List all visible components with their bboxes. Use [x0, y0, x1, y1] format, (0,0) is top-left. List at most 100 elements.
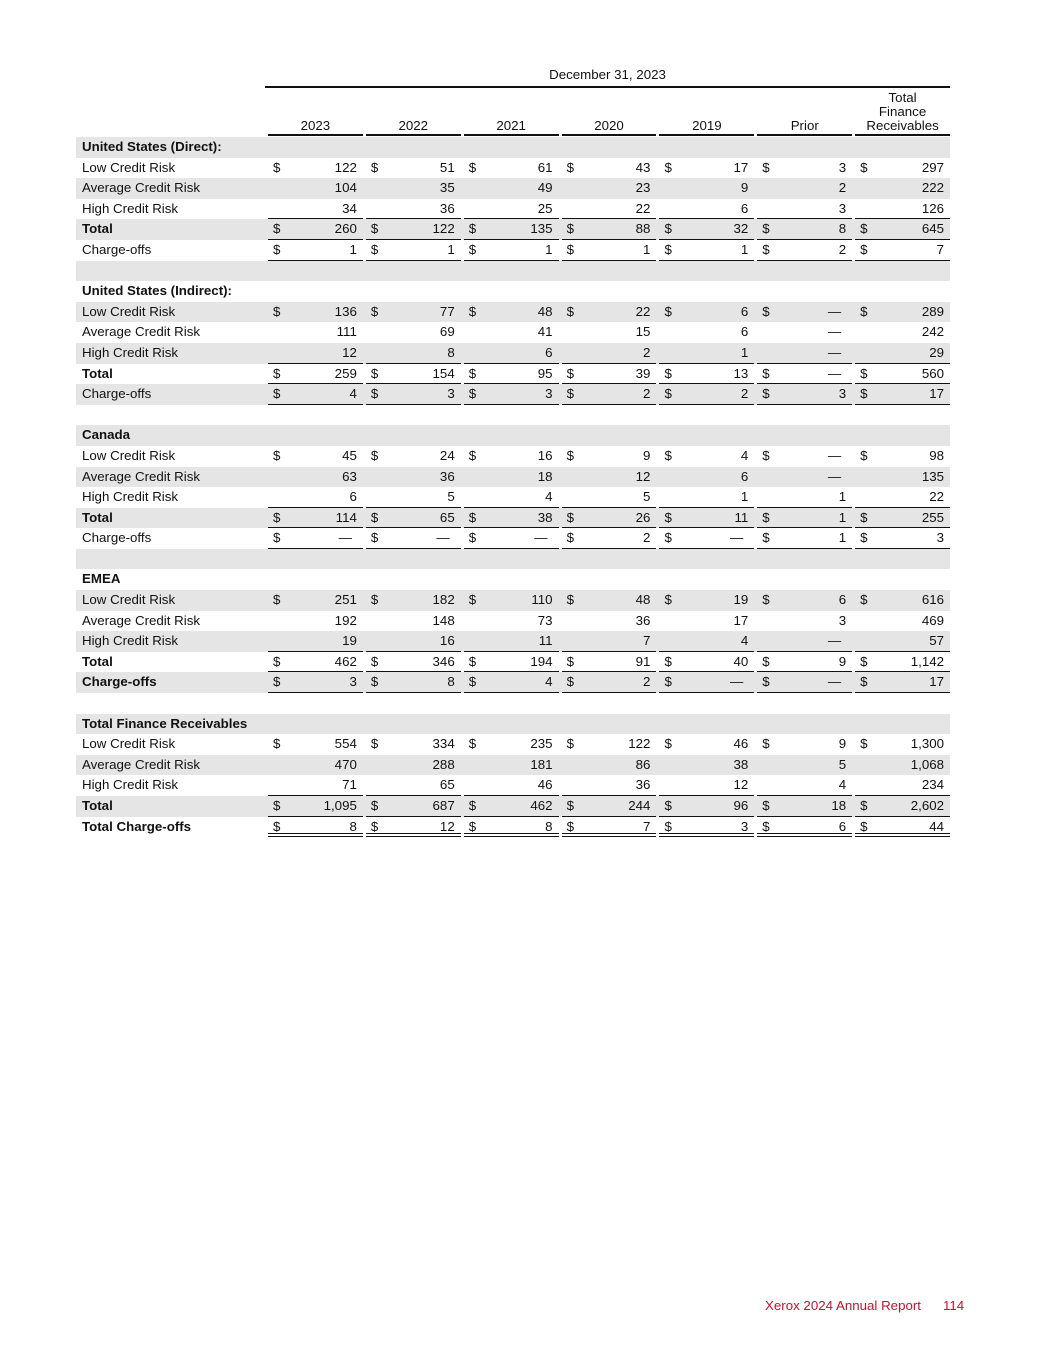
row-label: [76, 693, 265, 714]
value-cell: 35: [366, 178, 461, 199]
currency-symbol: $: [468, 798, 477, 813]
value-cell: $122: [268, 158, 363, 179]
value-cell: 25: [463, 199, 559, 220]
cell-value: 1: [643, 241, 651, 257]
cell-value: 1,095: [323, 798, 357, 813]
currency-symbol: $: [860, 674, 868, 690]
value-cell: $2: [561, 384, 657, 405]
value-cell: 36: [561, 775, 657, 796]
cell-value: 1: [838, 530, 847, 546]
cell-value: 44: [929, 818, 945, 834]
value-cell: [562, 281, 657, 302]
currency-symbol: $: [762, 447, 770, 463]
currency-symbol: $: [664, 798, 672, 813]
cell-value: —: [338, 530, 352, 546]
value-cell: [464, 714, 559, 735]
table-row: Charge-offs $1 $1 $1 $1 $1 $2 $7: [76, 240, 951, 261]
currency-symbol: $: [664, 674, 672, 690]
value-cell: $7: [855, 240, 951, 261]
cell-value: 122: [334, 159, 357, 175]
currency-symbol: $: [273, 818, 281, 834]
value-cell: 7: [561, 631, 657, 652]
cell-value: 34: [342, 200, 357, 216]
currency-symbol: $: [860, 509, 868, 525]
value-cell: [562, 549, 657, 570]
value-cell: 19: [268, 631, 363, 652]
value-cell: [464, 137, 559, 158]
value-cell: —: [757, 343, 853, 364]
cell-value: 91: [635, 653, 651, 669]
value-cell: [464, 549, 559, 570]
value-cell: $61: [464, 158, 559, 179]
value-cell: $26: [561, 508, 657, 529]
value-cell: [855, 569, 950, 590]
currency-symbol: $: [860, 365, 868, 381]
value-cell: $251: [268, 590, 363, 611]
value-cell: [268, 569, 363, 590]
value-cell: $17: [855, 384, 951, 405]
cell-value: 2: [838, 180, 847, 196]
currency-symbol: $: [860, 303, 868, 319]
value-cell: $32: [659, 219, 755, 240]
value-cell: $136: [268, 302, 363, 323]
cell-value: 1: [349, 241, 357, 257]
value-cell: 23: [562, 178, 657, 199]
table-row: Total $462 $346 $194 $91 $40 $9 $1,142: [76, 652, 951, 673]
cell-value: 32: [733, 221, 749, 237]
cell-value: 18: [831, 798, 847, 813]
table-row: Average Credit Risk 470 288 181 86 38 5 1,068: [76, 754, 950, 776]
value-cell: 57: [855, 631, 951, 652]
value-cell: $96: [659, 796, 755, 817]
value-cell: $8: [757, 219, 853, 240]
value-cell: $ —: [757, 302, 852, 323]
cell-value: 2: [643, 386, 651, 402]
value-cell: $8: [463, 817, 559, 838]
cell-value: 9: [838, 653, 847, 669]
value-cell: [268, 693, 363, 714]
cell-value: 469: [921, 612, 945, 628]
value-cell: $4: [659, 446, 754, 467]
cell-value: 25: [537, 200, 553, 216]
value-cell: $98: [855, 446, 950, 467]
row-label: Low Credit Risk: [82, 592, 176, 608]
value-cell: $43: [562, 158, 657, 179]
value-cell: [464, 405, 559, 426]
row-label: High Credit Risk: [82, 777, 179, 793]
currency-symbol: $: [273, 592, 281, 608]
cell-value: 26: [635, 509, 651, 525]
value-cell: $ —: [659, 672, 755, 694]
cell-value: 192: [334, 612, 357, 628]
currency-symbol: $: [273, 653, 281, 669]
cell-value: 3: [545, 386, 553, 402]
cell-value: 86: [635, 756, 651, 772]
value-cell: [855, 405, 950, 426]
row-label: Total Charge-offs: [82, 818, 192, 834]
value-cell: 135: [855, 467, 950, 488]
value-cell: [366, 137, 461, 158]
value-cell: [366, 281, 461, 302]
cell-value: 45: [342, 447, 357, 463]
cell-value: 69: [439, 324, 455, 340]
cell-value: 135: [921, 468, 945, 484]
cell-value: 36: [635, 612, 651, 628]
cell-value: —: [730, 530, 744, 546]
value-cell: [757, 137, 852, 158]
row-label: Low Credit Risk: [82, 303, 176, 319]
currency-symbol: $: [370, 653, 379, 669]
value-cell: [757, 405, 852, 426]
value-cell: $1: [561, 240, 657, 261]
value-cell: [366, 569, 461, 590]
cell-value: 96: [733, 798, 749, 813]
currency-symbol: $: [664, 303, 672, 319]
value-cell: 15: [562, 322, 657, 343]
cell-value: —: [436, 530, 450, 546]
table-row: Charge-offs $4 $3 $3 $2 $2 $3 $17: [76, 384, 951, 405]
cell-value: 4: [349, 386, 357, 402]
value-cell: 65: [365, 775, 461, 796]
cell-value: 5: [838, 756, 847, 772]
currency-symbol: $: [566, 592, 574, 608]
value-cell: 36: [366, 467, 461, 488]
value-cell: 4: [757, 775, 853, 796]
value-cell: 49: [464, 178, 559, 199]
value-cell: [757, 425, 852, 446]
